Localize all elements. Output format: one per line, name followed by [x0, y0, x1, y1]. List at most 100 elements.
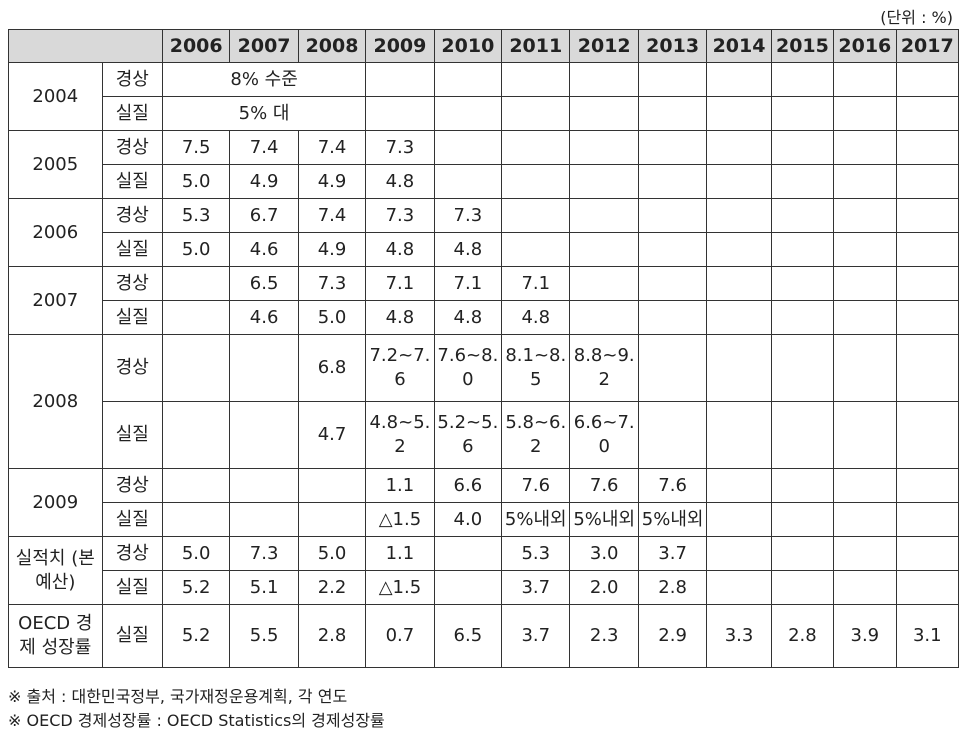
value-cell	[229, 502, 299, 537]
table-row: 실질 4.7 4.8~5.2 5.2~5.6 5.8~6.2 6.6~7.0	[9, 401, 960, 469]
value-cell: 7.3	[433, 198, 503, 233]
type-label: 경상	[101, 198, 163, 233]
value-cell	[770, 232, 835, 267]
value-cell	[770, 401, 835, 469]
value-cell	[433, 164, 503, 199]
value-cell: 3.7	[501, 570, 571, 605]
value-cell	[637, 164, 708, 199]
table-row: 2008 경상 6.8 7.2~7.6 7.6~8.0 8.1~8.5 8.8~9.2	[8, 334, 960, 469]
value-cell: 4.9	[229, 164, 299, 199]
value-cell	[895, 232, 960, 267]
value-cell	[706, 468, 772, 503]
type-label: 경상	[101, 334, 163, 402]
value-cell: 2.8	[297, 604, 367, 668]
value-cell: 4.8	[365, 164, 435, 199]
header-corner	[8, 29, 163, 63]
type-label: 실질	[101, 570, 163, 605]
value-cell	[229, 334, 299, 402]
value-cell: 5.1	[229, 570, 299, 605]
value-cell	[706, 198, 772, 233]
value-cell: 5.0	[161, 232, 231, 267]
table-row: OECD 경제 성장률 실질 5.2 5.5 2.8 0.7 6.5 3.7 2.3 2.9 3…	[8, 604, 960, 668]
value-cell: 5.3	[161, 198, 231, 233]
value-cell	[229, 468, 299, 503]
table-row: 2007 경상 6.5 7.3 7.1 7.1 7.1	[8, 266, 960, 335]
value-cell	[770, 130, 835, 165]
value-cell: 5.0	[161, 164, 231, 199]
value-cell	[637, 198, 708, 233]
value-cell: 0.7	[365, 604, 435, 668]
value-cell: 8.1~8.5	[501, 334, 571, 402]
table-row: 2004 경상 8% 수준	[8, 62, 960, 131]
value-cell: 5%내외	[501, 502, 571, 537]
value-cell	[161, 266, 231, 301]
type-label: 실질	[101, 502, 163, 537]
value-cell: 4.8	[365, 300, 435, 335]
year-header: 2009	[365, 29, 435, 63]
table-row: 실질 5.0 4.9 4.9 4.8	[9, 164, 960, 199]
table-row: 2009 경상 1.1 6.6 7.6 7.6 7.6	[8, 468, 960, 537]
value-cell	[770, 300, 835, 335]
value-cell	[569, 198, 639, 233]
value-cell: 3.7	[501, 604, 571, 668]
footnotes: ※ 출처 : 대한민국정부, 국가재정운용계획, 각 연도 ※ OECD 경제성…	[8, 685, 385, 733]
value-cell: 3.7	[637, 536, 708, 571]
header-row: 2006 2007 2008 2009 2010 2011 2012 2013 …	[8, 29, 960, 63]
table-row: 2005 경상 7.5 7.4 7.4 7.3	[8, 130, 960, 199]
value-cell	[895, 401, 960, 469]
year-header: 2006	[161, 29, 231, 63]
value-cell	[569, 232, 639, 267]
value-cell	[569, 300, 639, 335]
value-cell	[833, 502, 897, 537]
value-cell: 5%내외	[637, 502, 708, 537]
value-cell	[833, 130, 897, 165]
value-cell: 7.1	[501, 266, 571, 301]
span-value-cell: 8% 수준	[161, 62, 367, 97]
value-cell	[895, 266, 960, 301]
value-cell	[433, 570, 503, 605]
value-cell: △1.5	[365, 570, 435, 605]
value-cell: 4.6	[229, 300, 299, 335]
value-cell	[637, 334, 708, 402]
value-cell: 5.3	[501, 536, 571, 571]
value-cell	[895, 502, 960, 537]
span-value-cell: 5% 대	[161, 96, 367, 131]
value-cell: 4.9	[297, 232, 367, 267]
value-cell: 6.6~7.0	[569, 401, 639, 469]
value-cell	[833, 468, 897, 503]
value-cell	[637, 266, 708, 301]
value-cell	[501, 198, 571, 233]
value-cell: 7.3	[297, 266, 367, 301]
value-cell	[895, 198, 960, 233]
value-cell	[895, 334, 960, 402]
value-cell	[833, 334, 897, 402]
value-cell	[770, 468, 835, 503]
value-cell	[297, 468, 367, 503]
plan-year-label: 2005	[8, 130, 103, 199]
value-cell: △1.5	[365, 502, 435, 537]
value-cell	[637, 300, 708, 335]
value-cell: 7.4	[297, 130, 367, 165]
value-cell	[895, 570, 960, 605]
value-cell	[833, 401, 897, 469]
value-cell: 2.9	[637, 604, 708, 668]
value-cell: 5.0	[297, 536, 367, 571]
value-cell: 5.2	[161, 570, 231, 605]
value-cell: 4.8~5.2	[365, 401, 435, 469]
value-cell: 7.1	[365, 266, 435, 301]
value-cell	[706, 266, 772, 301]
value-cell	[833, 232, 897, 267]
value-cell	[637, 401, 708, 469]
value-cell: 7.5	[161, 130, 231, 165]
value-cell: 3.3	[706, 604, 772, 668]
value-cell: 4.8	[433, 300, 503, 335]
value-cell	[706, 502, 772, 537]
table-row: 2006 경상 5.3 6.7 7.4 7.3 7.3	[8, 198, 960, 267]
value-cell: 1.1	[365, 536, 435, 571]
value-cell	[833, 198, 897, 233]
value-cell	[706, 536, 772, 571]
value-cell	[833, 164, 897, 199]
value-cell	[433, 130, 503, 165]
value-cell: 2.3	[569, 604, 639, 668]
value-cell: 2.2	[297, 570, 367, 605]
